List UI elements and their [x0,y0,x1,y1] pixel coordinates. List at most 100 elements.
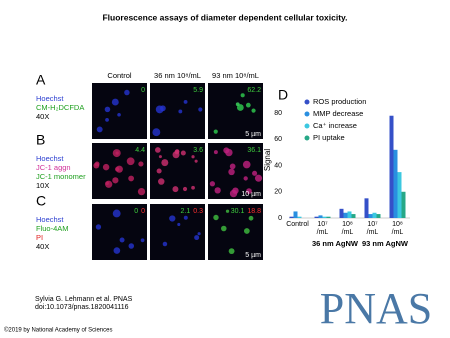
cell [156,168,162,174]
legend-label: PI uptake [313,133,345,142]
stain-label: 10X [36,181,49,190]
cell [243,228,250,234]
y-axis-label: Signal [263,149,272,171]
cell [243,176,248,181]
cell [242,160,251,169]
bar [314,216,319,218]
cell [172,186,179,193]
cell [213,214,219,221]
cell [194,159,198,163]
cell [252,170,258,176]
cell [194,235,200,241]
stain-label: CM-H₂DCFDA [36,103,84,112]
bar [297,216,302,218]
readout: 0 [134,208,138,215]
bar [401,191,406,218]
stain-label: Fluo-4AM [36,224,69,233]
y-tick-label: 0 [278,215,282,222]
cell [248,215,254,221]
cell [115,167,120,172]
cell [223,147,230,154]
cell [137,187,146,196]
cell [161,159,169,167]
bar [397,172,402,218]
bar [339,208,344,218]
bar [368,214,373,218]
cell [225,209,230,213]
readout: 0 [141,208,145,215]
cell [213,129,218,134]
readout: 62.2 [247,87,261,94]
legend-marker [304,111,310,117]
scale-label: 10 µm [241,191,261,198]
cell [182,186,188,192]
cell [140,238,145,243]
copyright: ©2019 by National Academy of Sciences [4,327,112,334]
cell [160,105,166,112]
bar [343,212,348,218]
legend-marker [304,135,310,141]
cell [214,187,221,194]
cell [117,113,121,117]
legend-label: Ca⁺ increase [313,121,357,130]
legend-label: ROS production [313,97,366,106]
cell [209,181,216,187]
readout: 4.4 [135,147,145,154]
cell [158,155,162,159]
cell [197,232,201,236]
y-tick-label: 80 [274,110,282,117]
micrograph [150,204,205,260]
cell [93,162,100,169]
citation-doi: doi:10.1073/pnas.1820041116 [35,304,129,311]
legend-marker [304,123,310,129]
readout: 18.8 [247,208,261,215]
column-header: 93 nm 10⁸/mL [212,71,259,80]
cell [213,150,218,155]
cell [126,157,135,166]
cell [183,99,188,104]
readout: 0.3 [193,208,203,215]
cell [158,178,165,185]
panel-label: C [36,193,46,209]
cell [229,189,238,198]
cell [228,168,235,176]
cell [124,89,130,96]
readout: 3.6 [193,147,203,154]
y-tick-label: 40 [274,162,282,169]
bar [293,211,298,218]
micrograph [208,204,263,260]
cell [155,147,161,153]
bar [376,214,381,218]
readout: 30.1 [231,208,245,215]
cell [191,185,195,190]
x-tick-label: 10⁷ /mL [366,221,379,236]
chart-label: D [278,87,288,103]
citation-authors: Sylvia G. Lehmann et al. PNAS [35,296,133,303]
stain-label: 40X [36,112,49,121]
cell [229,163,236,170]
bar [347,211,352,218]
cell [169,215,176,222]
group-label: 93 nm AgNW [362,239,409,248]
x-tick-label: 10⁸ /mL [341,221,354,236]
cell [221,225,227,232]
stain-label: PI [36,233,43,242]
cell [96,126,103,133]
legend-marker [304,99,310,105]
cell [112,149,121,158]
cell [113,247,121,254]
cell [105,118,109,122]
bar [372,212,377,218]
cell [105,180,113,188]
cell [178,109,183,114]
scale-label: 5 µm [245,252,261,259]
cell [111,98,119,106]
cell [183,215,188,220]
cell [246,188,252,194]
cell [102,163,110,171]
cell [245,102,251,108]
cell [152,128,161,137]
cell [180,150,186,156]
cell [112,209,121,218]
